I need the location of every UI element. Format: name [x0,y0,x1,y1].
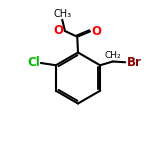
Text: CH₃: CH₃ [53,9,71,19]
Text: O: O [53,24,63,37]
Text: Br: Br [127,56,141,69]
Text: CH₂: CH₂ [105,51,121,60]
Text: Cl: Cl [27,57,40,69]
Text: O: O [92,25,102,38]
